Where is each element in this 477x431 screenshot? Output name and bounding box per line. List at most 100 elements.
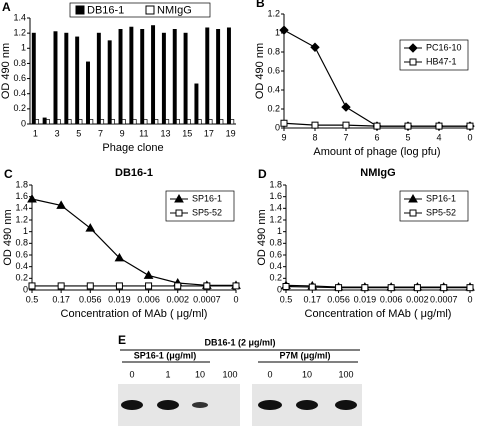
y-tick-label: 1.2 (267, 8, 280, 18)
legend-swatch (75, 5, 85, 15)
x-axis-label: Concentration of MAb ( μg/ml) (305, 308, 452, 320)
marker (408, 193, 418, 203)
x-tick-label: 7 (98, 128, 103, 138)
y-tick-label: 0 (21, 118, 26, 128)
panel-label: A (2, 0, 11, 14)
bar (100, 119, 105, 125)
bar (226, 27, 231, 125)
lane-label: 1 (165, 369, 170, 379)
x-axis-label: Phage clone (102, 142, 163, 154)
bar (208, 119, 213, 125)
bar (197, 119, 202, 125)
marker (114, 252, 125, 262)
x-tick-label: 9 (120, 128, 125, 138)
marker (56, 200, 67, 209)
x-tick-label: 3 (55, 128, 60, 138)
bar (67, 119, 72, 125)
legend-label: SP5-52 (192, 207, 222, 217)
y-tick-label: 0 (277, 284, 282, 294)
y-tick-label: 1 (23, 226, 28, 236)
y-axis-label: OD 490 nm (0, 43, 12, 99)
marker (387, 284, 395, 292)
x-tick-label: 0.002 (406, 294, 429, 304)
x-tick-label: 0.17 (304, 294, 322, 304)
marker (440, 284, 448, 292)
gel-title: DB16-1 (2 μg/ml) (204, 337, 275, 347)
bar (64, 32, 69, 125)
x-tick-label: 11 (139, 128, 148, 138)
y-tick-label: 0.8 (15, 238, 28, 248)
bar (161, 32, 166, 125)
bar (216, 29, 221, 125)
legend-label: SP5-52 (426, 207, 456, 217)
x-tick-label: 0.0007 (430, 294, 458, 304)
x-tick-label: 19 (226, 128, 236, 138)
bar (132, 119, 137, 125)
legend (69, 2, 211, 18)
bar (230, 119, 235, 125)
bar (42, 117, 47, 125)
bar (151, 25, 156, 125)
marker (86, 282, 94, 290)
x-tick-label: 6 (374, 132, 379, 142)
marker (57, 282, 65, 290)
y-tick-label: 0.4 (13, 88, 26, 98)
x-tick-label: 0 (233, 294, 238, 304)
bar (96, 32, 101, 125)
marker (280, 119, 288, 127)
marker (115, 282, 123, 290)
y-axis-label: OD 490 nm (254, 43, 266, 99)
marker (342, 121, 350, 129)
marker (279, 25, 289, 35)
marker (27, 193, 37, 203)
marker (28, 282, 36, 290)
group-label: SP16-1 (μg/ml) (134, 350, 197, 360)
bar (121, 119, 126, 125)
gel-panel: E DB16-1 (2 μg/ml) SP16-1 (μg/ml) P7M (μ… (118, 333, 362, 426)
bar (219, 119, 224, 125)
marker (335, 284, 343, 292)
marker (282, 283, 290, 290)
legend-swatch (145, 5, 155, 15)
y-tick-label: 0 (23, 284, 28, 294)
bar (140, 29, 145, 125)
x-tick-label: 0.006 (137, 294, 160, 304)
band (335, 400, 357, 410)
legend (399, 190, 469, 222)
y-tick-label: 1.8 (15, 179, 28, 189)
x-tick-label: 8 (312, 132, 317, 142)
y-tick-label: 0.2 (267, 103, 280, 113)
x-tick-label: 13 (161, 128, 171, 138)
bar (129, 26, 134, 125)
x-tick-label: 0.5 (26, 294, 39, 304)
marker (174, 282, 182, 290)
legend-label: NMIgG (157, 4, 192, 16)
band (121, 400, 143, 410)
line (285, 285, 470, 289)
y-tick-label: 0.6 (13, 73, 26, 83)
legend-label: SP16-1 (426, 193, 456, 203)
marker (85, 223, 96, 232)
x-tick-label: 0.019 (108, 294, 131, 304)
x-tick-label: 0.019 (354, 294, 377, 304)
marker (435, 122, 443, 130)
marker (308, 283, 316, 291)
x-tick-label: 0.002 (166, 294, 189, 304)
marker (145, 282, 153, 290)
bar (143, 119, 148, 125)
marker (143, 270, 154, 279)
x-tick-label: 0.5 (280, 294, 293, 304)
y-tick-label: 0.4 (15, 261, 28, 271)
bar (110, 119, 115, 125)
bar (89, 119, 94, 125)
y-tick-label: 1 (277, 226, 282, 236)
y-tick-label: 1.4 (13, 12, 26, 22)
line (31, 198, 236, 286)
y-tick-label: 0.2 (15, 273, 28, 283)
bar (75, 36, 80, 125)
y-tick-label: 1.4 (269, 203, 282, 213)
bar (165, 119, 170, 125)
marker (373, 122, 381, 130)
marker (466, 284, 474, 292)
